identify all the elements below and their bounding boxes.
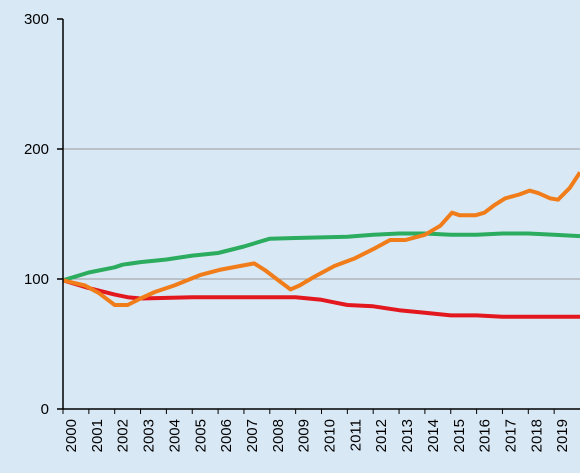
x-tick-label: 2000 (63, 419, 80, 452)
x-tick-label: 2006 (218, 419, 235, 452)
x-tick-label: 2011 (347, 419, 364, 451)
x-tick-label: 2014 (425, 419, 442, 452)
x-tick-label: 2004 (166, 419, 183, 452)
x-tick-label: 2001 (89, 419, 106, 452)
y-tick-label: 300 (24, 11, 49, 28)
x-tick-label: 2010 (322, 419, 339, 452)
x-tick-label: 2008 (270, 419, 287, 452)
x-tick-label: 2013 (399, 419, 416, 452)
x-tick-label: 2002 (115, 419, 132, 452)
line (62, 278, 580, 319)
x-tick-label: 2019 (554, 419, 571, 452)
x-tick-label: 2015 (451, 419, 468, 452)
x-tick-label: 2012 (373, 419, 390, 452)
y-tick-label: 100 (24, 271, 49, 288)
x-tick-label: 2005 (192, 419, 209, 452)
x-tick-label: 2018 (528, 419, 545, 452)
x-tick-label: 2003 (141, 419, 158, 452)
x-tick-label: 2017 (502, 419, 519, 452)
x-tick-label: 2016 (477, 419, 494, 452)
x-tick-label: 2007 (244, 419, 261, 452)
x-tick-label: 2009 (296, 419, 313, 452)
y-tick-label: 200 (24, 141, 49, 158)
line (62, 171, 580, 307)
line (62, 231, 580, 283)
y-tick-label: 0 (41, 401, 49, 418)
